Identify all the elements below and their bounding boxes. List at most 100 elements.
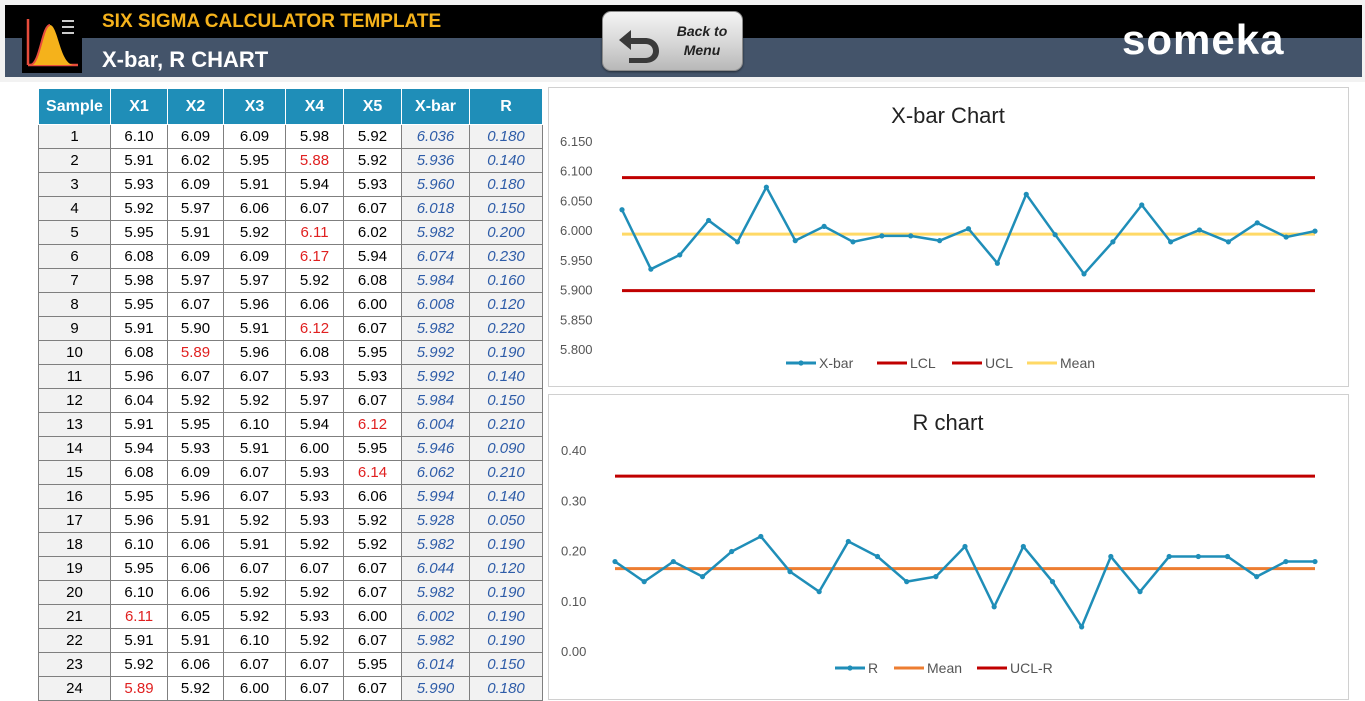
table-cell[interactable]: 6.07 [285,676,344,701]
table-cell[interactable]: 24 [38,676,111,701]
table-cell[interactable]: 0.120 [469,292,543,317]
table-cell[interactable]: 6.10 [110,580,168,605]
table-cell[interactable]: 0.180 [469,124,543,149]
table-cell[interactable]: 5.94 [285,412,344,437]
table-cell[interactable]: 5.994 [401,484,470,509]
table-cell[interactable]: 6.11 [110,604,168,629]
table-cell[interactable]: 6.12 [285,316,344,341]
table-cell[interactable]: 6.12 [343,412,402,437]
table-cell[interactable]: 6.008 [401,292,470,317]
table-cell[interactable]: 5.92 [285,580,344,605]
table-cell[interactable]: 6.036 [401,124,470,149]
table-cell[interactable]: 5.96 [110,364,168,389]
table-cell[interactable]: 0.150 [469,652,543,677]
table-cell[interactable]: 6.07 [223,364,286,389]
table-cell[interactable]: 1 [38,124,111,149]
table-cell[interactable]: 6.074 [401,244,470,269]
table-cell[interactable]: 6.004 [401,412,470,437]
table-cell[interactable]: 5.94 [110,436,168,461]
table-cell[interactable]: 6.11 [285,220,344,245]
table-cell[interactable]: 6.05 [167,604,224,629]
table-cell[interactable]: 5.95 [343,340,402,365]
table-cell[interactable]: 5.984 [401,268,470,293]
table-cell[interactable]: 5.96 [110,508,168,533]
table-cell[interactable]: 5.95 [223,148,286,173]
table-cell[interactable]: 6.10 [223,628,286,653]
table-cell[interactable]: 5.92 [285,532,344,557]
table-cell[interactable]: 5.936 [401,148,470,173]
table-cell[interactable]: 5.982 [401,220,470,245]
table-cell[interactable]: 0.210 [469,412,543,437]
table-cell[interactable]: 5.97 [167,268,224,293]
table-cell[interactable]: 0.190 [469,604,543,629]
table-cell[interactable]: 0.150 [469,196,543,221]
table-cell[interactable]: 6.06 [285,292,344,317]
table-cell[interactable]: 5.91 [223,436,286,461]
table-cell[interactable]: 5.91 [223,316,286,341]
table-cell[interactable]: 6.07 [167,364,224,389]
table-cell[interactable]: 6.14 [343,460,402,485]
table-cell[interactable]: 6.07 [343,556,402,581]
table-cell[interactable]: 6.00 [223,676,286,701]
table-cell[interactable]: 0.160 [469,268,543,293]
table-cell[interactable]: 6.044 [401,556,470,581]
table-cell[interactable]: 0.230 [469,244,543,269]
table-cell[interactable]: 5 [38,220,111,245]
table-cell[interactable]: 0.140 [469,364,543,389]
table-cell[interactable]: 6.06 [167,580,224,605]
table-cell[interactable]: 6.09 [223,124,286,149]
table-cell[interactable]: 0.180 [469,676,543,701]
table-cell[interactable]: 8 [38,292,111,317]
table-cell[interactable]: 5.93 [167,436,224,461]
table-cell[interactable]: 6.07 [343,676,402,701]
table-cell[interactable]: 6.00 [343,604,402,629]
table-cell[interactable]: 0.050 [469,508,543,533]
table-cell[interactable]: 13 [38,412,111,437]
table-cell[interactable]: 5.928 [401,508,470,533]
table-cell[interactable]: 5.92 [343,508,402,533]
table-cell[interactable]: 5.992 [401,340,470,365]
table-cell[interactable]: 6.06 [167,556,224,581]
table-cell[interactable]: 6.014 [401,652,470,677]
table-cell[interactable]: 5.95 [110,556,168,581]
table-cell[interactable]: 5.92 [110,652,168,677]
table-cell[interactable]: 5.91 [110,148,168,173]
table-cell[interactable]: 6.08 [343,268,402,293]
table-cell[interactable]: 5.93 [285,604,344,629]
table-cell[interactable]: 5.93 [110,172,168,197]
table-cell[interactable]: 15 [38,460,111,485]
table-cell[interactable]: 0.190 [469,532,543,557]
table-cell[interactable]: 5.91 [167,220,224,245]
table-cell[interactable]: 5.98 [110,268,168,293]
table-cell[interactable]: 5.93 [285,508,344,533]
table-cell[interactable]: 5.98 [285,124,344,149]
table-cell[interactable]: 5.960 [401,172,470,197]
table-cell[interactable]: 5.91 [110,628,168,653]
table-cell[interactable]: 5.91 [110,412,168,437]
table-cell[interactable]: 5.982 [401,628,470,653]
table-cell[interactable]: 5.984 [401,388,470,413]
table-cell[interactable]: 0.140 [469,484,543,509]
table-cell[interactable]: 6.00 [343,292,402,317]
table-cell[interactable]: 3 [38,172,111,197]
table-cell[interactable]: 19 [38,556,111,581]
table-cell[interactable]: 10 [38,340,111,365]
table-cell[interactable]: 5.91 [110,316,168,341]
table-cell[interactable]: 6.07 [343,196,402,221]
table-cell[interactable]: 6.06 [167,652,224,677]
table-cell[interactable]: 5.97 [223,268,286,293]
table-cell[interactable]: 6.07 [343,628,402,653]
xbar-chart-panel[interactable]: X-bar Chart 6.150 6.100 6.050 6.000 5.950 5.90… [548,87,1349,387]
table-cell[interactable]: 6.062 [401,460,470,485]
table-cell[interactable]: 5.95 [110,220,168,245]
table-cell[interactable]: 0.180 [469,172,543,197]
table-cell[interactable]: 5.93 [343,364,402,389]
table-cell[interactable]: 6.02 [167,148,224,173]
table-cell[interactable]: 5.97 [167,196,224,221]
table-cell[interactable]: 6.08 [110,244,168,269]
table-cell[interactable]: 6.08 [110,460,168,485]
table-cell[interactable]: 11 [38,364,111,389]
table-cell[interactable]: 6.06 [167,532,224,557]
table-cell[interactable]: 6.07 [285,556,344,581]
table-cell[interactable]: 14 [38,436,111,461]
